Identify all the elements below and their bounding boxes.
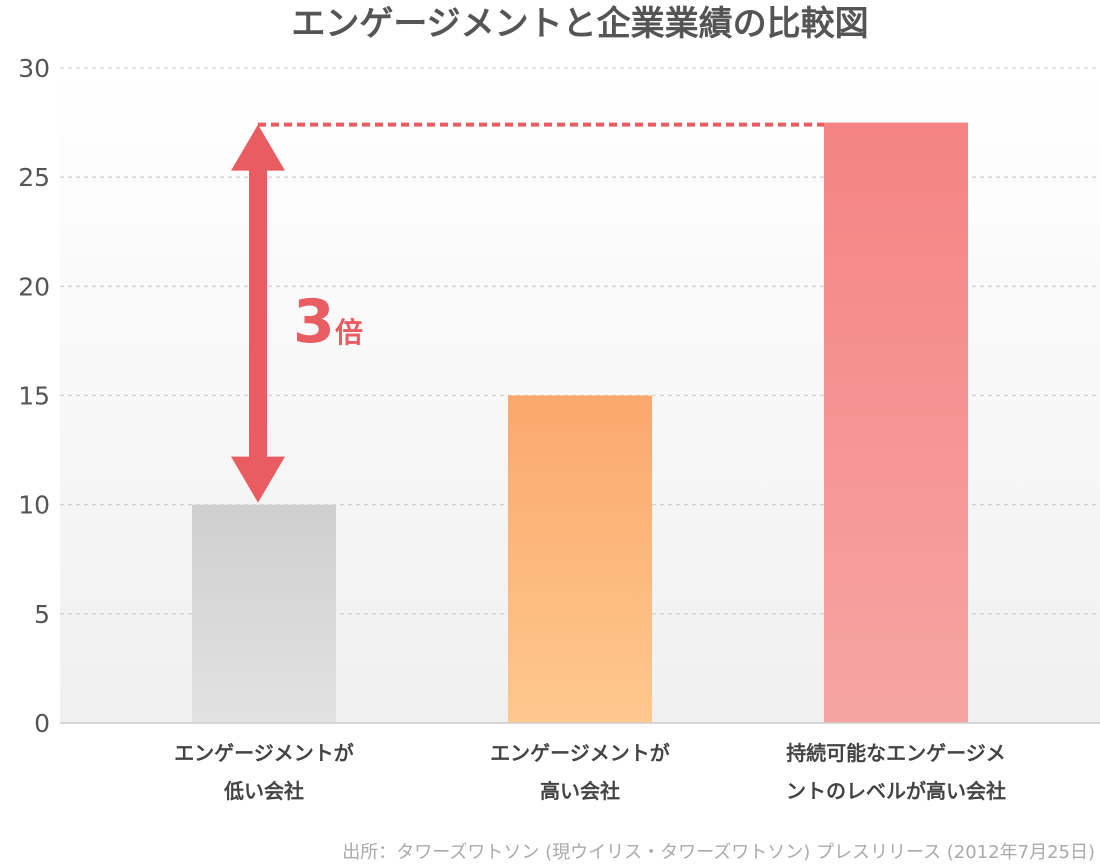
y-tick-label: 20 — [18, 272, 50, 301]
x-category-label: 高い会社 — [540, 779, 620, 803]
double-arrow-icon — [231, 124, 285, 503]
chart-title: エンゲージメントと企業業績の比較図 — [291, 4, 868, 44]
x-category-label: エンゲージメントが — [174, 741, 354, 765]
y-tick-label: 10 — [18, 491, 50, 520]
y-axis-ticks: 0 5 10 15 20 25 30 — [18, 54, 50, 738]
y-tick-label: 5 — [34, 600, 50, 629]
ratio-number: 3 — [293, 287, 335, 357]
source-note: 出所：タワーズワトソン (現ウイリス・タワーズワトソン) プレスリリース (20… — [342, 842, 1095, 863]
x-category-label: 低い会社 — [223, 779, 304, 803]
y-tick-label: 25 — [18, 163, 50, 192]
y-tick-label: 15 — [18, 382, 50, 411]
bar — [192, 504, 336, 723]
x-category-label: 持続可能なエンゲージメ — [786, 741, 1006, 765]
bar — [508, 395, 652, 723]
y-tick-label: 30 — [18, 54, 50, 83]
y-tick-label: 0 — [34, 709, 50, 738]
bar — [824, 122, 968, 724]
x-axis-labels: エンゲージメントが低い会社エンゲージメントが高い会社持続可能なエンゲージメントの… — [174, 741, 1006, 803]
bars — [192, 122, 968, 724]
ratio-suffix: 倍 — [335, 316, 363, 349]
x-category-label: エンゲージメントが — [490, 741, 670, 765]
x-category-label: ントのレベルが高い会社 — [786, 779, 1006, 803]
